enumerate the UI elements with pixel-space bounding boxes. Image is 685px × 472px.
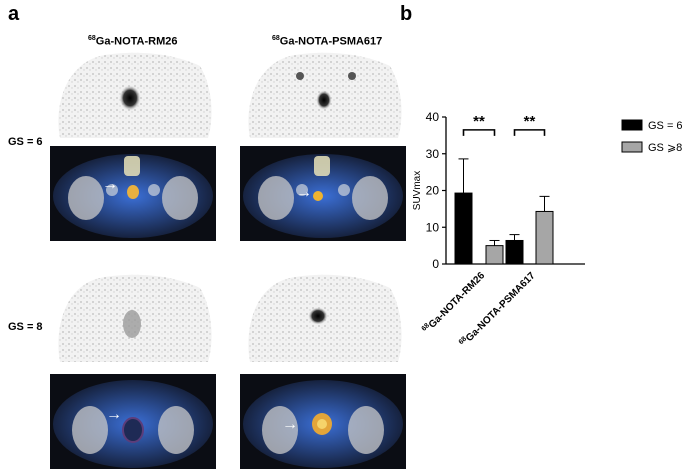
row-label-gs8: GS = 8	[8, 321, 43, 333]
y-tick-label: 20	[426, 184, 440, 198]
significance-bracket	[513, 129, 546, 136]
bar	[454, 192, 473, 265]
fused-scan-rm26-gs6: →	[50, 146, 216, 241]
y-tick-label: 0	[432, 257, 439, 271]
suvmax-bar-chart: 010203040SUVmax**68Ga-NOTA-RM26**68Ga-NO…	[412, 110, 683, 346]
row-label-gs6: GS = 6	[8, 136, 43, 148]
significance-marker: **	[524, 113, 536, 130]
y-tick-label: 40	[426, 110, 440, 124]
legend-label: GS = 6	[648, 120, 683, 132]
lesion-arrow-icon: →	[106, 406, 122, 423]
pet-scan-rm26-gs6	[50, 48, 216, 144]
pet-scan-psma617-gs8	[240, 270, 406, 366]
column-title-rm26: 68Ga-NOTA-RM26	[88, 35, 178, 48]
y-tick-label: 10	[426, 220, 440, 234]
panel-a-letter: a	[8, 3, 20, 25]
y-axis-label: SUVmax	[412, 171, 423, 210]
bar	[505, 239, 524, 265]
lesion-arrow-icon: →	[282, 416, 298, 433]
lesion-arrow-icon: →	[296, 184, 312, 201]
column-title-psma617: 68Ga-NOTA-PSMA617	[272, 35, 383, 48]
pet-scan-psma617-gs6	[240, 48, 406, 144]
significance-marker: **	[473, 113, 485, 130]
panel-b-letter: b	[400, 3, 413, 25]
fused-scan-psma617-gs8: →	[240, 374, 406, 469]
pet-scan-rm26-gs8	[50, 270, 216, 366]
legend-label: GS ⩾8	[648, 142, 682, 154]
bar	[535, 210, 554, 265]
fused-scan-rm26-gs8: →	[50, 374, 216, 469]
legend-swatch	[621, 119, 643, 131]
bar	[485, 245, 504, 265]
legend-swatch	[621, 141, 643, 153]
fused-scan-psma617-gs6: →	[240, 146, 406, 241]
y-tick-label: 30	[426, 147, 440, 161]
significance-bracket	[462, 129, 496, 136]
lesion-arrow-icon: →	[102, 176, 118, 193]
